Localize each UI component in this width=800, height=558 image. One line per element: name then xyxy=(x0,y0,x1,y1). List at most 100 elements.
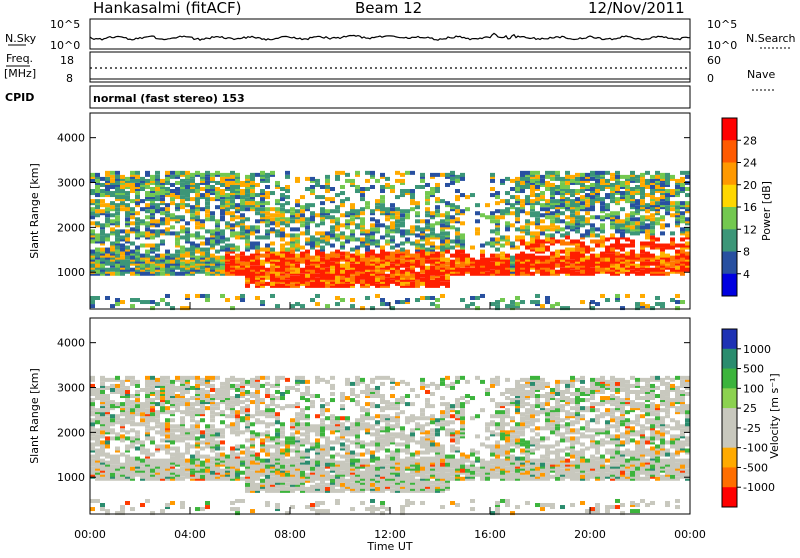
heatmap-cell xyxy=(680,215,685,219)
heatmap-cell xyxy=(400,256,405,260)
heatmap-cell xyxy=(490,215,495,219)
heatmap-cell xyxy=(255,376,260,380)
heatmap-cell xyxy=(280,231,285,235)
heatmap-cell xyxy=(305,380,310,384)
heatmap-cell xyxy=(645,223,650,227)
heatmap-cell xyxy=(185,252,190,256)
heatmap-cell xyxy=(315,438,320,442)
heatmap-cell xyxy=(395,300,400,304)
heatmap-cell xyxy=(275,262,280,266)
heatmap-cell xyxy=(460,254,465,258)
heatmap-cell xyxy=(520,203,525,207)
heatmap-cell xyxy=(535,294,540,298)
heatmap-cell xyxy=(90,376,95,380)
heatmap-cell xyxy=(205,501,210,505)
heatmap-cell xyxy=(115,171,120,175)
heatmap-cell xyxy=(260,432,265,436)
heatmap-cell xyxy=(340,235,345,239)
heatmap-cell xyxy=(535,211,540,215)
heatmap-cell xyxy=(310,185,315,189)
heatmap-cell xyxy=(315,258,320,262)
heatmap-cell xyxy=(230,199,235,203)
heatmap-cell xyxy=(285,201,290,205)
heatmap-cell xyxy=(220,453,225,457)
heatmap-cell xyxy=(285,274,290,278)
heatmap-cell xyxy=(175,195,180,199)
heatmap-cell xyxy=(485,272,490,276)
heatmap-cell xyxy=(165,213,170,217)
heatmap-cell xyxy=(135,171,140,175)
heatmap-cell xyxy=(125,177,130,181)
heatmap-cell xyxy=(430,266,435,270)
heatmap-cell xyxy=(290,440,295,444)
heatmap-cell xyxy=(110,248,115,252)
heatmap-cell xyxy=(610,177,615,181)
heatmap-cell xyxy=(535,171,540,175)
heatmap-cell xyxy=(320,264,325,268)
heatmap-cell xyxy=(625,191,630,195)
heatmap-cell xyxy=(680,227,685,231)
heatmap-cell xyxy=(430,211,435,215)
heatmap-cell xyxy=(185,398,190,402)
heatmap-cell xyxy=(450,246,455,250)
heatmap-cell xyxy=(510,304,515,308)
heatmap-cell xyxy=(350,304,355,308)
heatmap-cell xyxy=(200,392,205,396)
heatmap-cell xyxy=(100,440,105,444)
heatmap-cell xyxy=(560,183,565,187)
heatmap-cell xyxy=(110,219,115,223)
heatmap-cell xyxy=(435,221,440,225)
heatmap-cell xyxy=(490,302,495,306)
heatmap-cell xyxy=(385,217,390,221)
heatmap-cell xyxy=(100,376,105,380)
heatmap-cell xyxy=(235,410,240,414)
heatmap-cell xyxy=(605,213,610,217)
heatmap-cell xyxy=(150,436,155,440)
heatmap-cell xyxy=(100,199,105,203)
heatmap-cell xyxy=(140,503,145,507)
heatmap-cell xyxy=(205,248,210,252)
heatmap-cell xyxy=(650,235,655,239)
heatmap-cell xyxy=(365,229,370,233)
heatmap-cell xyxy=(125,406,130,410)
heatmap-cell xyxy=(380,189,385,193)
heatmap-cell xyxy=(295,453,300,457)
heatmap-cell xyxy=(555,199,560,203)
heatmap-cell xyxy=(130,436,135,440)
heatmap-cell xyxy=(275,233,280,237)
date-title: 12/Nov/2011 xyxy=(588,0,685,17)
heatmap-cell xyxy=(670,175,675,179)
heatmap-cell xyxy=(90,211,95,215)
heatmap-cell xyxy=(170,231,175,235)
heatmap-cell xyxy=(590,183,595,187)
heatmap-cell xyxy=(105,203,110,207)
heatmap-cell xyxy=(115,376,120,380)
heatmap-cell xyxy=(255,483,260,487)
heatmap-cell xyxy=(410,189,415,193)
heatmap-cell xyxy=(595,227,600,231)
heatmap-cell xyxy=(340,199,345,203)
heatmap-cell xyxy=(210,244,215,248)
heatmap-cell xyxy=(415,225,420,229)
heatmap-cell xyxy=(130,250,135,254)
heatmap-cell xyxy=(670,231,675,235)
heatmap-cell xyxy=(120,244,125,248)
heatmap-cell xyxy=(305,487,310,491)
heatmap-cell xyxy=(440,276,445,280)
heatmap-cell xyxy=(460,193,465,197)
heatmap-cell xyxy=(315,380,320,384)
heatmap-cell xyxy=(545,215,550,219)
heatmap-cell xyxy=(235,414,240,418)
heatmap-cell xyxy=(105,296,110,300)
heatmap-cell xyxy=(390,280,395,284)
heatmap-cell xyxy=(230,175,235,179)
heatmap-cell xyxy=(130,199,135,203)
heatmap-cell xyxy=(265,268,270,272)
heatmap-cell xyxy=(355,209,360,213)
heatmap-cell xyxy=(320,412,325,416)
heatmap-cell xyxy=(215,250,220,254)
heatmap-cell xyxy=(395,179,400,183)
heatmap-cell xyxy=(250,509,255,513)
heatmap-cell xyxy=(215,432,220,436)
heatmap-cell xyxy=(125,260,130,264)
